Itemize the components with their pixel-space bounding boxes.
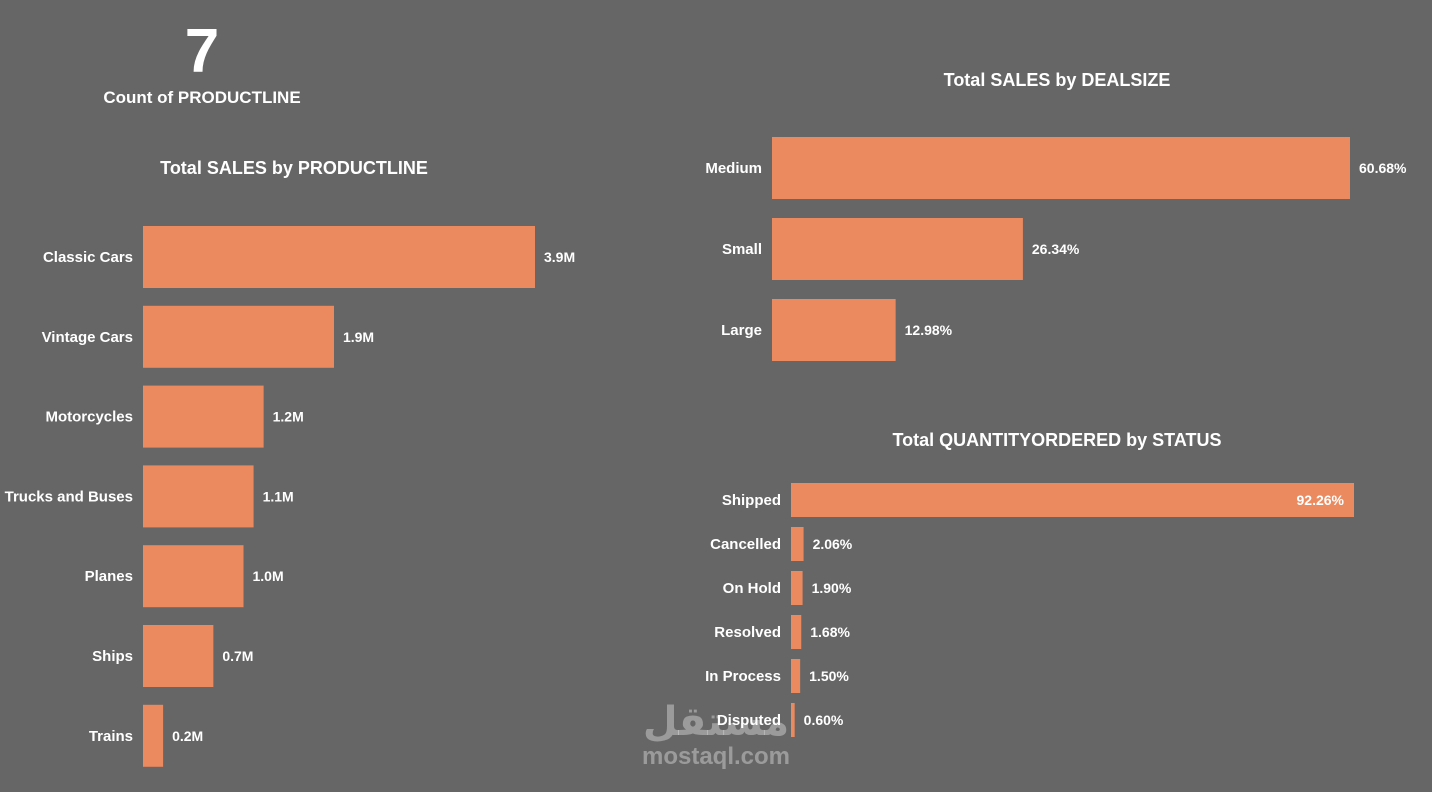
status-bar bbox=[791, 703, 795, 737]
status-bar bbox=[791, 527, 804, 561]
dealsize-data-label: 26.34% bbox=[1032, 241, 1080, 257]
productline-category-label: Classic Cars bbox=[43, 249, 133, 266]
dealsize-category-label: Large bbox=[721, 322, 762, 339]
dealsize-category-label: Small bbox=[722, 241, 762, 258]
productline-data-label: 1.2M bbox=[273, 409, 304, 425]
dealsize-chart-title: Total SALES by DEALSIZE bbox=[943, 70, 1171, 90]
kpi-label: Count of PRODUCTLINE bbox=[103, 88, 301, 107]
productline-data-label: 0.7M bbox=[222, 648, 253, 664]
watermark: مستقل mostaql.com bbox=[626, 700, 806, 770]
dealsize-data-label: 60.68% bbox=[1359, 160, 1407, 176]
productline-bar bbox=[143, 226, 535, 288]
productline-chart-title: Total SALES by PRODUCTLINE bbox=[160, 158, 428, 178]
status-data-label: 92.26% bbox=[1297, 492, 1345, 508]
watermark-logo-text: مستقل bbox=[642, 699, 790, 745]
productline-data-label: 0.2M bbox=[172, 728, 203, 744]
productline-category-label: Vintage Cars bbox=[42, 329, 133, 346]
productline-bar bbox=[143, 545, 244, 608]
dealsize-data-label: 12.98% bbox=[905, 322, 953, 338]
watermark-url: mostaql.com bbox=[641, 743, 791, 770]
status-bar bbox=[791, 571, 803, 605]
kpi-value: 7 bbox=[184, 17, 220, 86]
status-data-label: 1.68% bbox=[810, 624, 850, 640]
productline-data-label: 1.0M bbox=[253, 568, 284, 584]
status-category-label: On Hold bbox=[723, 580, 781, 597]
dealsize-bar bbox=[772, 218, 1023, 280]
kpi-card: 7 Count of PRODUCTLINE bbox=[60, 18, 344, 108]
dealsize-bar bbox=[772, 137, 1350, 199]
productline-category-label: Trains bbox=[89, 728, 133, 745]
productline-data-label: 3.9M bbox=[544, 249, 575, 265]
status-data-label: 1.50% bbox=[809, 668, 849, 684]
status-bar bbox=[791, 615, 802, 649]
status-category-label: In Process bbox=[705, 668, 781, 685]
productline-bar bbox=[143, 625, 214, 687]
status-category-label: Cancelled bbox=[710, 536, 781, 553]
productline-bar bbox=[143, 465, 254, 528]
status-data-label: 0.60% bbox=[804, 712, 844, 728]
productline-data-label: 1.1M bbox=[263, 488, 294, 504]
status-bar bbox=[791, 483, 1354, 517]
dealsize-category-label: Medium bbox=[705, 160, 762, 177]
status-chart-title: Total QUANTITYORDERED by STATUS bbox=[892, 430, 1222, 450]
status-category-label: Disputed bbox=[717, 712, 781, 729]
status-data-label: 1.90% bbox=[812, 580, 852, 596]
productline-category-label: Motorcycles bbox=[45, 409, 133, 426]
productline-category-label: Planes bbox=[85, 568, 133, 585]
productline-bar bbox=[143, 305, 334, 368]
dealsize-bar bbox=[772, 299, 896, 361]
productline-category-label: Ships bbox=[92, 648, 133, 665]
productline-data-label: 1.9M bbox=[343, 329, 374, 345]
status-category-label: Resolved bbox=[714, 624, 781, 641]
status-category-label: Shipped bbox=[722, 492, 781, 509]
status-bar bbox=[791, 659, 801, 693]
status-data-label: 2.06% bbox=[813, 536, 853, 552]
productline-bar bbox=[143, 704, 164, 767]
productline-category-label: Trucks and Buses bbox=[5, 488, 133, 505]
productline-bar bbox=[143, 385, 264, 448]
